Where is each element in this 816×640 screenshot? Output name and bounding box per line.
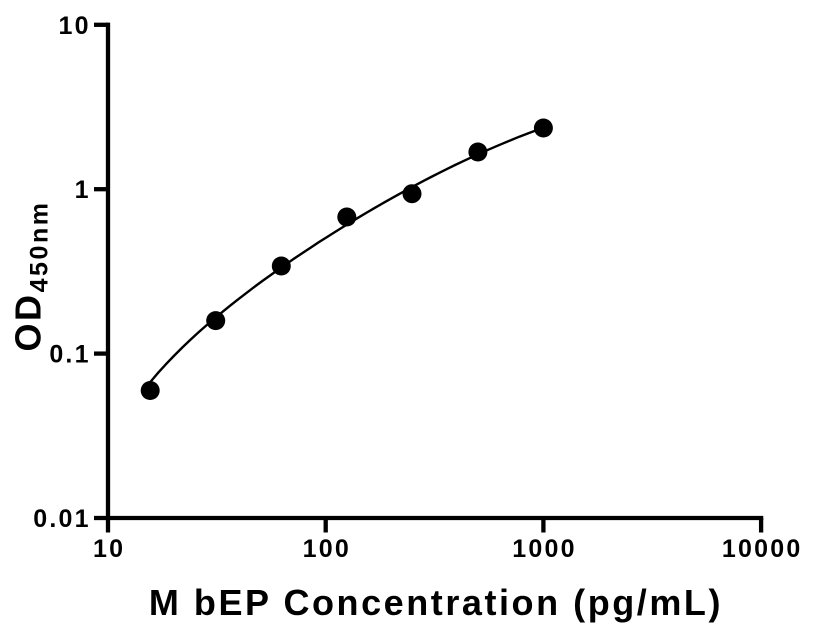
svg-text:M bEP Concentration (pg/mL): M bEP Concentration (pg/mL) xyxy=(149,582,723,623)
svg-text:100: 100 xyxy=(303,535,351,563)
svg-text:10000: 10000 xyxy=(722,535,803,563)
svg-text:1000: 1000 xyxy=(512,535,576,563)
svg-text:10: 10 xyxy=(58,12,90,40)
svg-text:10: 10 xyxy=(93,535,125,563)
svg-text:0.1: 0.1 xyxy=(49,341,90,369)
svg-text:OD450nm: OD450nm xyxy=(8,200,54,351)
svg-text:1: 1 xyxy=(75,176,91,204)
svg-text:0.01: 0.01 xyxy=(33,505,90,533)
